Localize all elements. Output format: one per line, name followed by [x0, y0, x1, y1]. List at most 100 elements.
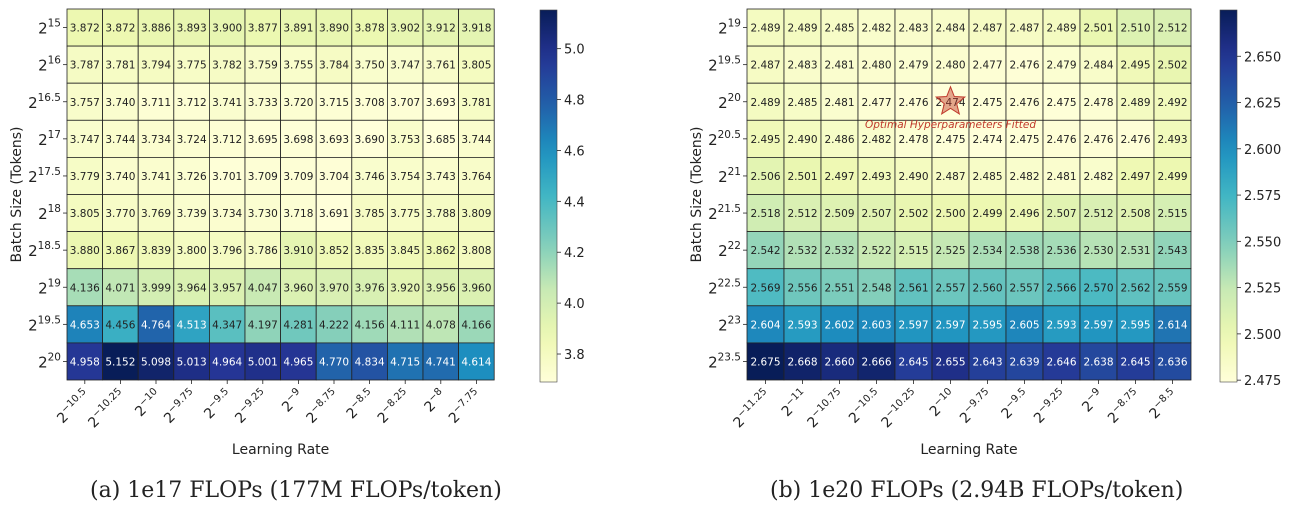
- y-tick-label: 220: [38, 351, 61, 371]
- y-tick-label: 219.5: [708, 55, 741, 75]
- cell-value-label: 2.507: [861, 208, 891, 220]
- cell-value-label: 3.712: [177, 97, 207, 109]
- heatmap-cell: [173, 194, 210, 232]
- cell-value-label: 3.880: [70, 245, 100, 257]
- heatmap-cell: [857, 305, 896, 344]
- heatmap-cell: [208, 82, 246, 121]
- heatmap-cell: [280, 82, 317, 121]
- cell-value-label: 2.484: [935, 23, 965, 35]
- heatmap-cell: [280, 342, 317, 381]
- y-tick-label: 217.5: [28, 166, 61, 186]
- caption-a: (a) 1e17 FLOPs (177M FLOPs/token): [90, 478, 502, 503]
- cell-value-label: 2.645: [898, 356, 928, 368]
- heatmap-cell: [102, 231, 139, 270]
- cell-value-label: 2.675: [750, 356, 780, 368]
- cell-value-label: 3.900: [212, 23, 242, 35]
- colorbar-tick-label: 4.2: [564, 246, 585, 261]
- cell-value-label: 3.747: [70, 134, 100, 146]
- cell-value-label: 3.956: [426, 282, 456, 294]
- cell-value-label: 2.562: [1120, 282, 1150, 294]
- x-tick-label: 2−8.25: [373, 386, 414, 427]
- heatmap-cell: [422, 305, 459, 344]
- heatmap-cell: [931, 8, 970, 47]
- heatmap-cell: [173, 82, 210, 121]
- cell-value-label: 2.506: [750, 171, 780, 183]
- cell-value-label: 2.489: [750, 97, 780, 109]
- heatmap-cell: [386, 231, 424, 270]
- cell-value-label: 2.474: [935, 97, 965, 109]
- cell-value-label: 2.655: [935, 356, 965, 368]
- heatmap-cell: [894, 119, 933, 158]
- cell-value-label: 2.485: [787, 97, 817, 109]
- cell-value-label: 3.970: [319, 282, 349, 294]
- cell-value-label: 2.474: [972, 134, 1002, 146]
- cell-value-label: 2.489: [1046, 23, 1076, 35]
- cell-value-label: 2.484: [1083, 60, 1113, 72]
- cell-value-label: 2.478: [898, 134, 928, 146]
- heatmap-cell: [244, 45, 281, 84]
- cell-value-label: 4.513: [177, 319, 207, 331]
- y-tick-label: 221.5: [708, 203, 741, 223]
- cell-value-label: 2.605: [1009, 319, 1039, 331]
- x-tick-label: 2−9.25: [1030, 386, 1071, 427]
- cell-value-label: 2.593: [787, 319, 817, 331]
- cell-value-label: 3.769: [141, 208, 171, 220]
- x-tick-label: 2−10.75: [803, 386, 848, 431]
- heatmap-cell: [280, 268, 317, 307]
- heatmap-cell: [422, 119, 459, 158]
- cell-value-label: 2.497: [1120, 171, 1150, 183]
- cell-value-label: 2.477: [972, 60, 1002, 72]
- heatmap-cell: [1116, 342, 1155, 381]
- heatmap-cell: [66, 156, 103, 195]
- cell-value-label: 2.477: [861, 97, 891, 109]
- cell-value-label: 3.912: [426, 23, 456, 35]
- heatmap-cell: [1079, 231, 1118, 270]
- cell-value-label: 2.646: [1046, 356, 1076, 368]
- cell-value-label: 3.775: [390, 208, 420, 220]
- x-tick-label: 2−11.25: [729, 386, 774, 431]
- cell-value-label: 3.690: [355, 134, 385, 146]
- cell-value-label: 3.740: [105, 97, 135, 109]
- cell-value-label: 2.475: [1046, 97, 1076, 109]
- cell-value-label: 2.478: [1083, 97, 1113, 109]
- heatmap-cell: [1153, 305, 1192, 344]
- cell-value-label: 2.482: [861, 23, 891, 35]
- heatmap-cell: [280, 156, 317, 195]
- cell-value-label: 2.476: [1009, 60, 1039, 72]
- cell-value-label: 2.475: [972, 97, 1002, 109]
- y-tick-label: 217: [38, 129, 61, 149]
- cell-value-label: 4.965: [283, 356, 313, 368]
- cell-value-label: 3.740: [105, 171, 135, 183]
- cell-value-label: 3.693: [319, 134, 349, 146]
- heatmap-cell: [422, 231, 459, 270]
- heatmap-cell: [857, 156, 896, 195]
- cell-value-label: 3.695: [248, 134, 278, 146]
- cell-value-label: 3.724: [177, 134, 207, 146]
- cell-value-label: 2.508: [1120, 208, 1150, 220]
- cell-value-label: 2.532: [787, 245, 817, 257]
- heatmap-cell: [386, 194, 424, 232]
- heatmap-cell: [1116, 231, 1155, 270]
- cell-value-label: 3.741: [141, 171, 171, 183]
- heatmap-cell: [351, 119, 388, 158]
- heatmap-cell: [746, 268, 785, 307]
- cell-value-label: 2.501: [1083, 23, 1113, 35]
- cell-value-label: 3.784: [319, 60, 349, 72]
- cell-value-label: 2.666: [861, 356, 891, 368]
- heatmap-cell: [173, 342, 210, 381]
- y-axis-label: Batch Size (Tokens): [9, 127, 25, 263]
- cell-value-label: 4.222: [319, 319, 349, 331]
- x-tick-label: 2−8.5: [342, 386, 378, 422]
- cell-value-label: 4.281: [283, 319, 313, 331]
- heatmap-cell: [66, 231, 103, 270]
- y-tick-label: 220.5: [708, 129, 741, 149]
- cell-value-label: 2.595: [1120, 319, 1150, 331]
- cell-value-label: 2.551: [824, 282, 854, 294]
- cell-value-label: 2.493: [861, 171, 891, 183]
- cell-value-label: 4.071: [105, 282, 135, 294]
- cell-value-label: 3.957: [212, 282, 242, 294]
- cell-value-label: 2.559: [1157, 282, 1187, 294]
- cell-value-label: 2.480: [935, 60, 965, 72]
- heatmap-cell: [208, 156, 246, 195]
- cell-value-label: 2.476: [1083, 134, 1113, 146]
